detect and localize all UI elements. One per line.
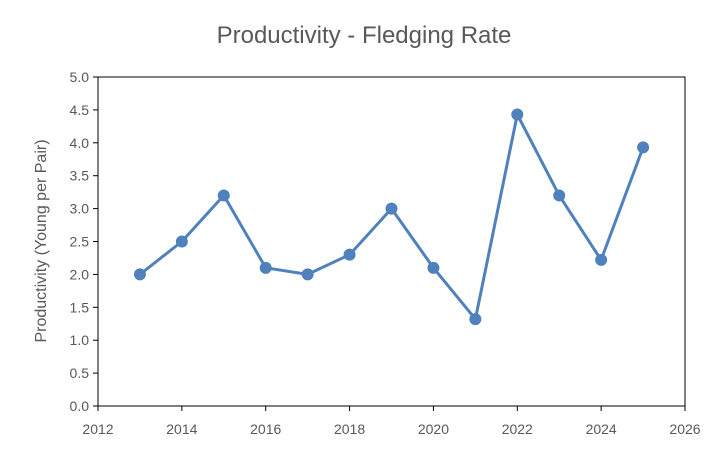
data-point: [343, 248, 356, 261]
x-tick-label: 2018: [334, 421, 365, 437]
data-point: [637, 141, 650, 154]
y-tick-label: 1.5: [70, 299, 90, 315]
data-point: [595, 253, 608, 266]
x-tick-label: 2014: [166, 421, 197, 437]
series-line: [138, 113, 645, 321]
y-tick-label: 3.0: [70, 201, 90, 217]
data-point: [511, 108, 524, 121]
y-tick-label: 0.5: [70, 365, 90, 381]
chart-title: Productivity - Fledging Rate: [217, 22, 512, 49]
y-tick-label: 5.0: [70, 69, 90, 85]
data-point: [175, 235, 188, 248]
data-point: [133, 268, 146, 281]
y-tick-label: 0.0: [70, 398, 90, 414]
x-tick-label: 2012: [82, 421, 113, 437]
x-tick-label: 2016: [250, 421, 281, 437]
y-axis-ticks: 0.0 0.5 1.0 1.5 2.0 2.5 3.0 3.5 4.0 4.5 5.0: [70, 69, 98, 414]
x-tick-label: 2022: [502, 421, 533, 437]
x-tick-label: 2026: [669, 421, 700, 437]
y-tick-label: 4.0: [70, 135, 90, 151]
y-tick-label: 4.5: [70, 102, 90, 118]
y-tick-label: 2.0: [70, 266, 90, 282]
data-point: [259, 261, 272, 274]
y-tick-label: 3.5: [70, 168, 90, 184]
x-axis-ticks: 2012 2014 2016 2018 2020 2022 2024 2026: [82, 406, 701, 437]
x-tick-label: 2020: [418, 421, 449, 437]
data-point: [427, 261, 440, 274]
data-point: [553, 189, 566, 202]
data-point: [469, 313, 482, 326]
y-axis-label: Productivity (Young per Pair): [33, 139, 50, 342]
y-tick-label: 2.5: [70, 234, 90, 250]
x-tick-label: 2024: [586, 421, 617, 437]
y-tick-label: 1.0: [70, 332, 90, 348]
series-layer: [133, 108, 650, 326]
data-point: [217, 189, 230, 202]
data-point: [301, 268, 314, 281]
data-point: [385, 202, 398, 215]
